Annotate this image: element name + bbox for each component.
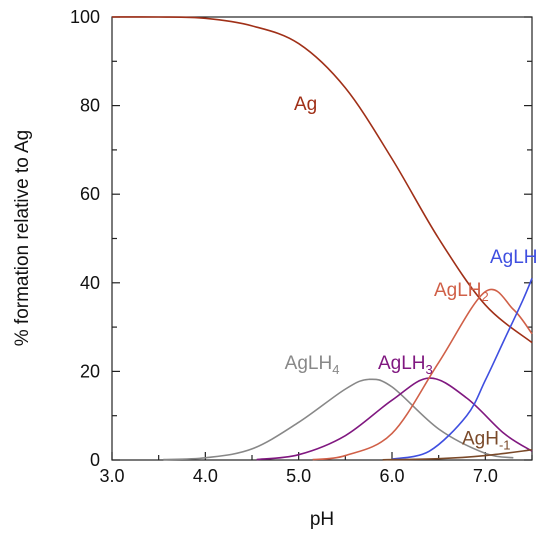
y-axis-ticks: 0 20 40 60 80 100 <box>70 7 532 470</box>
series-label-aglh3: AgLH3 <box>378 353 433 377</box>
series-line-aglh2 <box>312 288 533 461</box>
series-label-base: AgH <box>462 428 499 449</box>
series-label-subscript: 2 <box>482 289 489 304</box>
x-tick-label: 7.0 <box>473 466 498 486</box>
x-tick-label: 6.0 <box>379 466 404 486</box>
y-tick-label: 60 <box>80 184 100 204</box>
series-label-ag: Ag <box>294 94 317 115</box>
series-label-aglh: AgLH <box>490 247 538 268</box>
y-tick-label: 0 <box>90 450 100 470</box>
series-label-subscript: 3 <box>426 362 433 377</box>
y-tick-label: 100 <box>70 7 100 27</box>
series-lines <box>111 16 533 461</box>
series-label-base: AgLH <box>378 353 426 374</box>
series-label-agh-1: AgH-1 <box>462 428 511 452</box>
series-label-subscript: 4 <box>332 362 339 377</box>
series-line-aglh4 <box>163 378 514 461</box>
series-line-aglh <box>391 278 533 460</box>
series-label-aglh2: AgLH2 <box>434 280 489 304</box>
series-line-agh-1 <box>382 449 533 461</box>
y-tick-label: 40 <box>80 273 100 293</box>
y-tick-label: 20 <box>80 361 100 381</box>
series-line-aglh3 <box>256 377 533 461</box>
x-tick-label: 5.0 <box>286 466 311 486</box>
series-label-aglh4: AgLH4 <box>285 353 340 377</box>
series-label-base: Ag <box>294 94 317 115</box>
series-label-base: AgLH <box>490 247 538 268</box>
y-axis-title: % formation relative to Ag <box>12 130 33 347</box>
x-axis-title: pH <box>310 509 334 530</box>
series-label-subscript: -1 <box>499 437 511 452</box>
series-label-base: AgLH <box>285 353 333 374</box>
y-tick-label: 80 <box>80 96 100 116</box>
x-tick-label: 4.0 <box>193 466 218 486</box>
x-axis-ticks: 3.0 4.0 5.0 6.0 7.0 <box>99 452 533 486</box>
x-tick-label: 3.0 <box>99 466 124 486</box>
series-line-ag <box>111 16 533 344</box>
plot-frame <box>111 16 533 461</box>
series-label-base: AgLH <box>434 280 482 301</box>
